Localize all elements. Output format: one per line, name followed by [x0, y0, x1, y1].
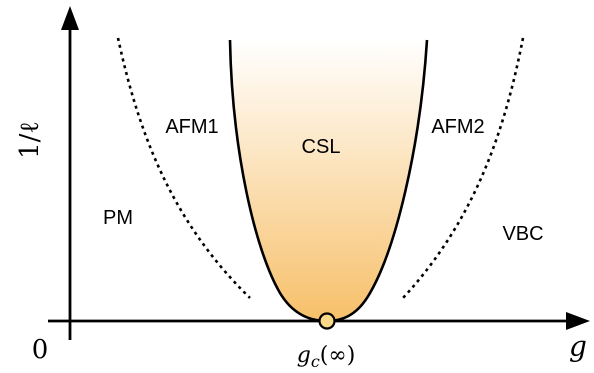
y-axis-arrowhead [61, 6, 79, 30]
x-axis-arrowhead [566, 312, 590, 330]
pm-afm1-boundary [116, 37, 251, 299]
y-axis-label: 1/ℓ [15, 121, 45, 159]
region-label-csl: CSL [302, 136, 341, 158]
x-axis-label: g [569, 330, 587, 363]
region-label-vbc: VBC [502, 223, 543, 245]
afm2-vbc-boundary [402, 37, 525, 299]
critical-point-marker [318, 312, 336, 330]
critical-point-subscript: c [311, 352, 320, 371]
critical-point-argument: (∞) [320, 343, 356, 368]
region-label-pm: PM [103, 207, 133, 229]
region-label-afm1: AFM1 [165, 116, 218, 138]
csl-region [230, 40, 427, 321]
critical-point-label: gc(∞) [297, 343, 356, 371]
origin-label: 0 [32, 335, 49, 365]
region-label-afm2: AFM2 [431, 116, 484, 138]
critical-point-symbol: g [297, 343, 311, 368]
